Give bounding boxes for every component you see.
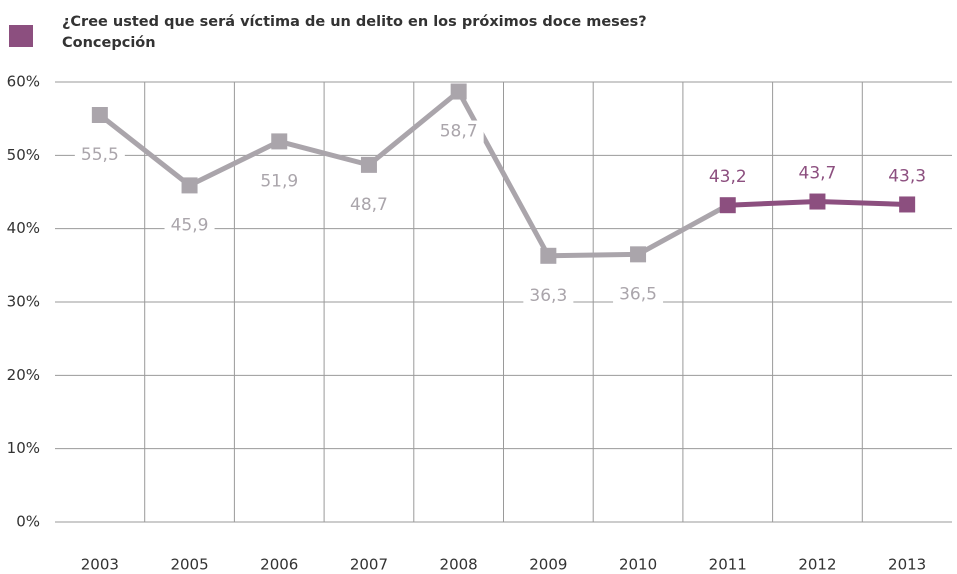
label-background	[343, 193, 394, 216]
point-marker	[809, 193, 826, 210]
x-tick-label: 2012	[798, 556, 836, 574]
y-tick-label: 40%	[7, 219, 40, 237]
data-label: 51,9	[260, 171, 298, 191]
line	[98, 89, 729, 259]
data-label: 36,5	[619, 284, 657, 304]
x-tick-label: 2005	[170, 556, 208, 574]
point-marker	[181, 177, 198, 194]
y-tick-label: 60%	[7, 73, 40, 91]
data-label: 43,2	[709, 167, 747, 187]
data-label: 43,3	[888, 166, 926, 186]
point-marker	[450, 83, 467, 100]
data-label: 48,7	[350, 195, 388, 215]
data-label: 36,3	[529, 286, 567, 306]
x-tick-label: 2007	[350, 556, 388, 574]
y-tick-label: 50%	[7, 146, 40, 164]
legend-swatch	[9, 25, 33, 47]
point-marker	[540, 247, 557, 264]
data-label: 43,7	[799, 164, 837, 184]
y-tick-label: 30%	[7, 293, 40, 311]
x-tick-label: 2009	[529, 556, 567, 574]
data-label: 45,9	[171, 215, 209, 235]
x-tick-label: 2010	[619, 556, 657, 574]
point-marker	[899, 196, 916, 213]
x-tick-label: 2013	[888, 556, 926, 574]
label-background	[74, 144, 125, 166]
y-tick-label: 10%	[7, 439, 40, 457]
point-marker	[360, 156, 377, 173]
x-tick-label: 2011	[709, 556, 747, 574]
chart-subtitle: Concepción	[62, 35, 156, 51]
label-background	[792, 162, 843, 185]
label-background	[702, 166, 753, 189]
x-tick-label: 2008	[440, 556, 478, 574]
point-marker	[91, 107, 108, 123]
data-label: 55,5	[81, 145, 119, 165]
label-background	[613, 283, 664, 306]
label-background	[164, 214, 215, 237]
y-tick-label: 20%	[7, 366, 40, 384]
label-background	[433, 120, 484, 143]
label-background	[882, 165, 933, 188]
x-tick-label: 2006	[260, 556, 298, 574]
data-label: 58,7	[440, 122, 478, 142]
y-tick-label: 0%	[16, 513, 40, 531]
point-marker	[630, 246, 647, 263]
label-background	[523, 284, 574, 307]
chart-title: ¿Cree usted que será víctima de un delit…	[62, 14, 647, 30]
point-marker	[271, 133, 288, 150]
x-tick-label: 2003	[81, 556, 119, 574]
label-background	[254, 170, 305, 193]
point-marker	[719, 197, 736, 214]
